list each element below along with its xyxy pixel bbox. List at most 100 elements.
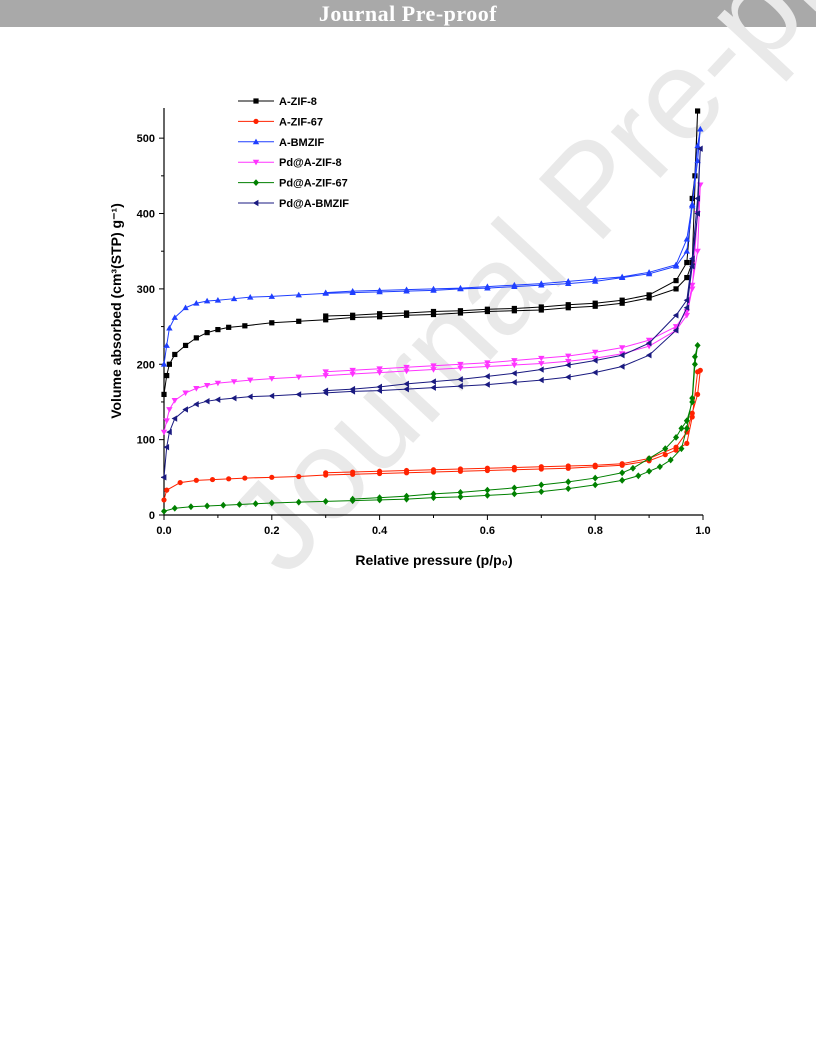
- journal-banner: Journal Pre-proof: [0, 0, 816, 27]
- data-point: [403, 467, 410, 474]
- data-point: [565, 463, 571, 469]
- data-point: [403, 364, 410, 371]
- data-point: [619, 469, 626, 477]
- data-point: [511, 484, 518, 492]
- data-point: [457, 376, 463, 383]
- data-point: [160, 429, 168, 436]
- data-point: [684, 440, 690, 446]
- data-point: [172, 351, 178, 358]
- data-point: [247, 293, 254, 300]
- data-point: [646, 292, 652, 298]
- data-point: [511, 464, 517, 471]
- data-point: [377, 468, 383, 474]
- data-point: [618, 352, 625, 359]
- data-point: [430, 367, 437, 373]
- data-point: [236, 501, 243, 508]
- data-point: [656, 463, 663, 471]
- data-point: [694, 248, 701, 255]
- data-point: [694, 142, 701, 149]
- data-point: [678, 445, 685, 453]
- data-point: [484, 306, 490, 312]
- y-tick-label: 100: [137, 435, 155, 447]
- data-point: [683, 235, 691, 242]
- data-point: [672, 312, 679, 319]
- data-point: [403, 385, 409, 393]
- data-point: [226, 324, 232, 330]
- legend-label: A-BMZIF: [279, 137, 324, 149]
- data-point: [689, 201, 696, 207]
- y-tick-label: 200: [137, 359, 155, 371]
- y-axis-title: Volume absorbed (cm³(STP) g⁻¹): [108, 203, 124, 419]
- legend-item: Pd@A-ZIF-67: [238, 178, 348, 190]
- data-point: [187, 503, 194, 511]
- data-point: [538, 280, 545, 287]
- data-point: [511, 305, 517, 312]
- data-point: [538, 355, 545, 362]
- data-point: [538, 361, 545, 367]
- data-point: [230, 379, 238, 385]
- data-point: [193, 477, 199, 483]
- data-point: [689, 414, 695, 420]
- legend-marker: [253, 118, 259, 124]
- data-point: [214, 396, 221, 403]
- data-point: [214, 380, 222, 387]
- series-3: [160, 125, 704, 367]
- data-point: [694, 210, 701, 217]
- series-2: [161, 367, 703, 503]
- data-point: [695, 108, 701, 114]
- data-point: [691, 360, 698, 368]
- data-point: [484, 283, 491, 290]
- data-point: [592, 474, 599, 482]
- data-point: [689, 410, 695, 416]
- data-point: [684, 259, 690, 266]
- data-point: [511, 490, 518, 498]
- data-point: [268, 376, 275, 382]
- data-point: [511, 379, 517, 386]
- data-point: [177, 479, 183, 486]
- data-point: [618, 363, 625, 370]
- data-point: [163, 418, 170, 424]
- data-point: [511, 358, 518, 364]
- data-point: [376, 494, 383, 502]
- x-tick-label: 0.6: [480, 525, 495, 537]
- data-point: [269, 320, 275, 326]
- legend-label: Pd@A-ZIF-8: [279, 157, 342, 169]
- data-point: [457, 382, 463, 390]
- data-point: [565, 353, 572, 360]
- data-point: [295, 391, 302, 398]
- data-point: [538, 304, 544, 310]
- data-point: [161, 497, 167, 503]
- data-point: [268, 293, 275, 299]
- data-point: [166, 324, 173, 331]
- data-point: [430, 378, 436, 385]
- data-point: [683, 248, 691, 254]
- legend-label: Pd@A-ZIF-67: [279, 178, 348, 190]
- data-point: [618, 345, 626, 351]
- data-point: [684, 274, 690, 281]
- data-point: [538, 376, 544, 384]
- data-point: [171, 504, 178, 512]
- data-point: [252, 500, 259, 508]
- data-point: [161, 507, 167, 515]
- data-point: [350, 312, 356, 318]
- data-point: [565, 373, 571, 381]
- data-point: [689, 286, 696, 293]
- data-point: [430, 494, 437, 502]
- data-point: [376, 370, 383, 376]
- data-point: [592, 349, 599, 356]
- data-point: [645, 337, 653, 344]
- data-point: [403, 286, 410, 293]
- data-point: [268, 499, 275, 507]
- data-point: [672, 324, 680, 330]
- data-point: [646, 467, 653, 475]
- data-point: [182, 342, 189, 349]
- series-line: [163, 129, 701, 365]
- data-point: [193, 385, 200, 392]
- data-point: [694, 195, 701, 202]
- data-point: [295, 291, 302, 298]
- data-point: [204, 330, 210, 336]
- data-point: [645, 352, 652, 359]
- data-point: [209, 476, 216, 483]
- data-point: [683, 304, 690, 311]
